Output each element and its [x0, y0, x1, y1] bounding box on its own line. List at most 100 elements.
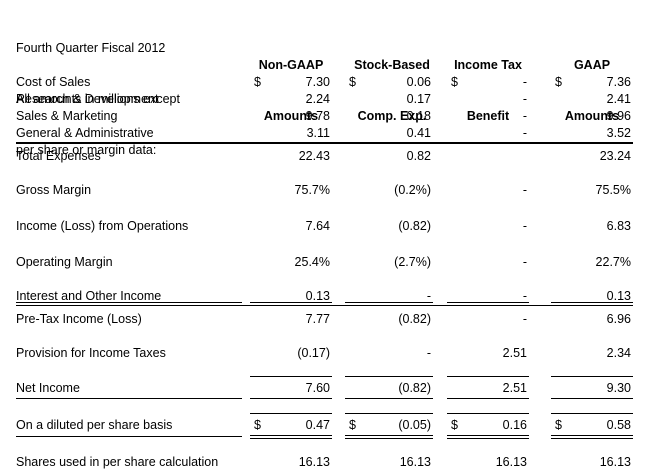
row-label: Research & Development — [16, 92, 159, 106]
table-cell: - — [345, 345, 433, 362]
rule-line — [250, 435, 332, 436]
cell-value: 23.24 — [599, 149, 631, 163]
cell-value: 0.17 — [406, 92, 431, 106]
table-row: Provision for Income Taxes (0.17) - 2.51 2.3… — [0, 345, 649, 362]
column-header-line: Amounts — [564, 109, 620, 123]
table-cell: - — [447, 218, 529, 235]
cell-value: 2.41 — [606, 92, 631, 106]
table-row: Cost of Sales $7.30 $0.06 $ - $7.36 — [0, 74, 649, 91]
cell-value: - — [522, 255, 527, 269]
cell-value: 3.11 — [306, 126, 330, 140]
rule-line — [345, 398, 433, 399]
column-header-non-gaap: Non-GAAP Amounts — [250, 23, 332, 159]
cell-value: 25.4% — [294, 255, 330, 269]
cell-value: - — [522, 109, 527, 123]
column-header-line: Amounts — [263, 109, 319, 123]
cell-value: (2.7%) — [394, 255, 431, 269]
row-label: Income (Loss) from Operations — [16, 219, 189, 233]
table-cell: $7.36 — [551, 74, 633, 91]
table-cell: 7.60 — [250, 380, 332, 397]
cell-value: 9.96 — [606, 109, 631, 123]
cell-value: 0.47 — [305, 418, 330, 432]
currency-symbol: $ — [254, 75, 261, 89]
rule-line — [447, 376, 529, 377]
column-header-line: Benefit — [466, 109, 510, 123]
cell-value: 22.43 — [298, 149, 330, 163]
cell-value: - — [522, 92, 527, 106]
table-cell: 2.51 — [447, 380, 529, 397]
cell-value: 0.16 — [502, 418, 527, 432]
table-cell: 22.7% — [551, 254, 633, 271]
table-title: Fourth Quarter Fiscal 2012 All amounts i… — [16, 6, 180, 193]
cell-value: 6.96 — [606, 312, 631, 326]
table-cell: - — [447, 311, 529, 328]
cell-value: - — [522, 75, 527, 89]
table-cell: 75.7% — [250, 182, 332, 199]
rule-line — [250, 376, 332, 377]
cell-value: 0.58 — [606, 418, 631, 432]
table-cell: $0.16 — [447, 417, 529, 434]
table-cell: 16.13 — [551, 454, 633, 471]
table-cell: 16.13 — [345, 454, 433, 471]
column-header-line: Comp. Exp. — [357, 109, 427, 123]
cell-value: 2.34 — [606, 346, 631, 360]
column-header-line: Stock-Based — [354, 58, 430, 72]
column-header-gaap: GAAP Amounts — [551, 23, 633, 159]
table-cell: $ - — [447, 74, 529, 91]
cell-value: 0.06 — [406, 75, 431, 89]
table-cell: (0.82) — [345, 380, 433, 397]
column-header-line: Non-GAAP — [258, 58, 324, 72]
rule-line — [551, 398, 633, 399]
table-cell: 2.24 — [250, 91, 332, 108]
table-cell — [447, 148, 529, 165]
cell-value: - — [522, 219, 527, 233]
title-line: per share or margin data: — [16, 143, 157, 157]
cell-value: (0.17) — [297, 346, 330, 360]
table-cell: 22.43 — [250, 148, 332, 165]
currency-symbol: $ — [451, 418, 458, 432]
currency-symbol: $ — [349, 418, 356, 432]
rule-line — [447, 302, 529, 303]
table-cell: $ (0.05) — [345, 417, 433, 434]
cell-value: 6.83 — [606, 219, 631, 233]
table-cell: 6.96 — [551, 311, 633, 328]
table-row: Operating Margin 25.4% (2.7%) - 22.7% — [0, 254, 649, 271]
rule-line — [250, 438, 332, 439]
table-cell: 9.96 — [551, 108, 633, 125]
table-cell: $7.30 — [250, 74, 332, 91]
table-cell: 16.13 — [447, 454, 529, 471]
table-row: General & Administrative 3.11 0.41 - 3.52 — [0, 125, 649, 142]
column-header-line: GAAP — [573, 58, 611, 72]
cell-value: (0.82) — [398, 219, 431, 233]
cell-value: 0.41 — [406, 126, 431, 140]
currency-symbol: $ — [254, 418, 261, 432]
cell-value: 2.51 — [502, 346, 527, 360]
row-label: Pre-Tax Income (Loss) — [16, 312, 142, 326]
table-cell: (0.2%) — [345, 182, 433, 199]
table-cell: 3.52 — [551, 125, 633, 142]
cell-value: 0.82 — [406, 149, 431, 163]
table-cell: $0.06 — [345, 74, 433, 91]
table-row: Net Income 7.60 (0.82) 2.51 9.30 — [0, 380, 649, 397]
rule-line — [16, 398, 242, 399]
table-row: Income (Loss) from Operations 7.64 (0.82) -… — [0, 218, 649, 235]
table-cell: - — [447, 182, 529, 199]
rule-line — [345, 376, 433, 377]
row-label: Interest and Other Income — [16, 289, 162, 303]
table-cell: 0.17 — [345, 91, 433, 108]
table-cell: 2.41 — [551, 91, 633, 108]
table-row: Interest and Other Income 0.13 - - 0.13 — [0, 288, 649, 305]
rule-line — [447, 398, 529, 399]
rule-line — [551, 413, 633, 414]
currency-symbol: $ — [451, 75, 458, 89]
row-label: Total Expenses — [16, 149, 101, 163]
table-cell: 75.5% — [551, 182, 633, 199]
table-cell: - — [447, 91, 529, 108]
cell-value: 7.30 — [305, 75, 330, 89]
table-cell: (0.82) — [345, 311, 433, 328]
rule-line — [16, 302, 242, 303]
table-cell: 0.18 — [345, 108, 433, 125]
table-row: Pre-Tax Income (Loss) 7.77 (0.82) - 6.96 — [0, 311, 649, 328]
table-cell: 6.83 — [551, 218, 633, 235]
rule-line — [16, 305, 633, 306]
